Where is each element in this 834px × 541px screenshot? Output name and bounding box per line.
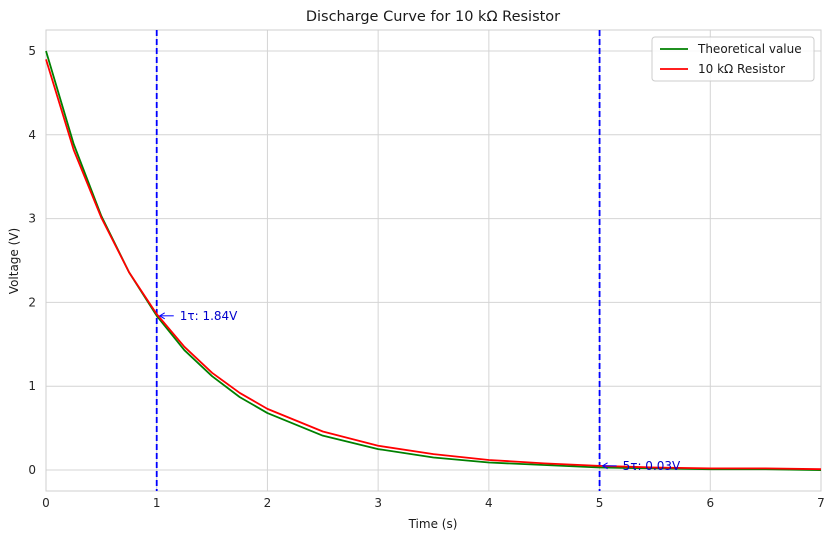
legend: Theoretical value 10 kΩ Resistor [651,36,815,82]
tau-annotation: 5τ: 0.03V [623,459,681,473]
x-tick-label: 2 [264,496,272,510]
reference-lines [155,30,601,491]
legend-box [651,36,815,82]
plot-frame [45,29,822,492]
legend-label: 10 kΩ Resistor [698,62,785,76]
annotation-arrow-head [158,312,165,320]
annotation-arrow-head [601,462,608,470]
tick-labels: 0 1 2 3 4 5 6 7 0 1 2 3 4 5 [28,44,824,510]
y-tick-label: 2 [28,295,36,309]
legend-label: Theoretical value [697,42,802,56]
chart-title: Discharge Curve for 10 kΩ Resistor [306,9,560,25]
x-tick-label: 0 [42,496,50,510]
x-axis-label: Time (s) [408,517,458,531]
theoretical-series-line [45,50,822,471]
series-lines [45,50,822,471]
tau-annotation: 1τ: 1.84V [180,309,238,323]
grid-lines [45,30,822,491]
x-tick-label: 1 [153,496,161,510]
x-tick-label: 7 [817,496,825,510]
x-tick-label: 6 [706,496,714,510]
annotations: 1τ: 1.84V 5τ: 0.03V [158,309,681,473]
resistor-series-line [45,59,822,471]
x-tick-label: 3 [374,496,382,510]
x-tick-label: 4 [485,496,493,510]
y-axis-label: Voltage (V) [7,228,21,294]
y-tick-label: 4 [28,128,36,142]
y-tick-label: 3 [28,212,36,226]
x-tick-label: 5 [596,496,604,510]
y-tick-label: 0 [28,463,36,477]
y-tick-label: 5 [28,44,36,58]
y-tick-label: 1 [28,379,36,393]
